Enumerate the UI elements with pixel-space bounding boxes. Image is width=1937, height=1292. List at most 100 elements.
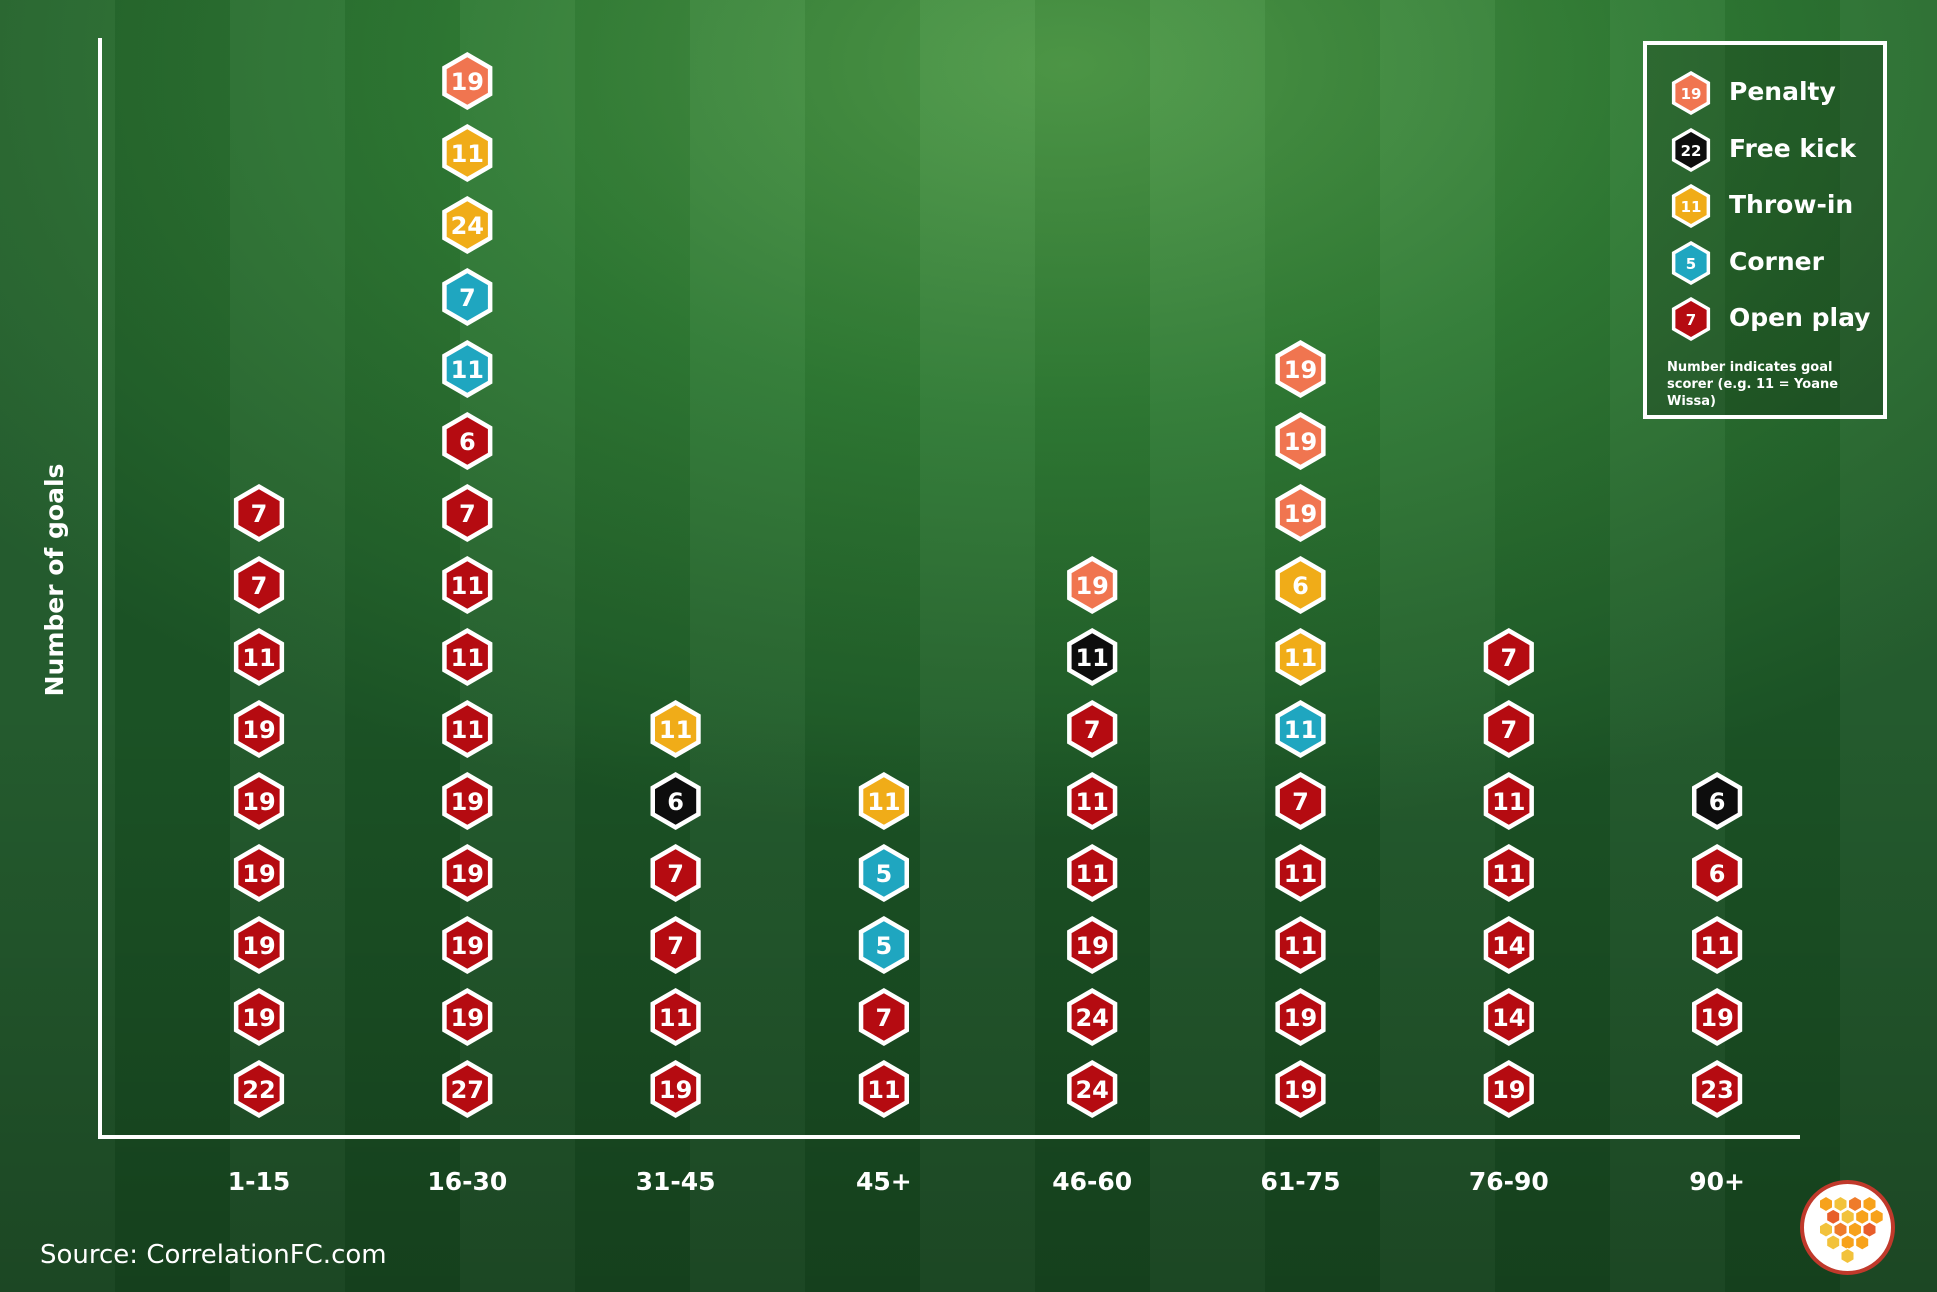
scorer-number: 7	[1292, 788, 1309, 816]
scorer-number: 24	[1075, 1076, 1108, 1104]
hexagon-fill	[446, 921, 488, 969]
scorer-number: 11	[451, 644, 484, 672]
scorer-number: 23	[1700, 1076, 1733, 1104]
goal-marker: 19	[233, 916, 285, 974]
hexagon-fill	[1675, 188, 1707, 224]
hexagon-fill	[655, 705, 697, 753]
scorer-number: 11	[451, 572, 484, 600]
scorer-number: 7	[1500, 716, 1517, 744]
scorer-number: 6	[667, 788, 684, 816]
hexagon-fill	[1279, 705, 1322, 753]
scorer-number: 19	[1284, 356, 1317, 384]
goal-marker: 6	[1692, 772, 1743, 830]
goal-marker: 6	[650, 772, 701, 830]
hexagon-fill	[446, 993, 488, 1041]
scorer-number: 19	[242, 860, 275, 888]
goal-marker: 11	[442, 556, 493, 614]
hexagon-fill	[1696, 777, 1738, 825]
goal-marker: 11	[442, 124, 493, 182]
goal-marker: 11	[650, 700, 701, 758]
goal-marker: 11	[650, 988, 701, 1046]
scorer-number: 19	[242, 932, 275, 960]
goal-marker: 11	[1483, 844, 1534, 902]
x-tick-label: 45+	[856, 1167, 912, 1196]
hexagon-fill	[655, 777, 697, 825]
goal-marker: 11	[1067, 772, 1118, 830]
goal-marker: 19	[233, 844, 285, 902]
scorer-number: 11	[1284, 644, 1317, 672]
goal-marker: 19	[1067, 556, 1118, 614]
scorer-number: 11	[1075, 644, 1108, 672]
scorer-number: 11	[659, 1004, 692, 1032]
scorer-number: 11	[1075, 860, 1108, 888]
logo-cell	[1862, 1195, 1877, 1213]
scorer-number: 11	[867, 788, 900, 816]
goal-marker: 6	[1692, 844, 1743, 902]
scorer-number: 19	[451, 932, 484, 960]
legend: 19 Penalty 22 Free kick 11 Throw-in 5 Corner 7 Op…	[1643, 41, 1887, 419]
goal-marker: 7	[1483, 700, 1534, 758]
logo-cell	[1840, 1208, 1855, 1226]
hexagon-fill	[446, 489, 488, 537]
hexagon-fill	[1071, 705, 1113, 753]
hexagon-fill	[238, 993, 280, 1041]
legend-label: Free kick	[1729, 133, 1857, 163]
scorer-number: 5	[876, 932, 893, 960]
goal-marker: 6	[1275, 556, 1326, 614]
goal-marker: 11	[442, 340, 493, 398]
hexagon-fill	[1279, 921, 1322, 969]
logo-cell	[1826, 1234, 1841, 1251]
hexagon-fill	[863, 1065, 905, 1113]
scorer-number: 22	[1681, 142, 1702, 160]
hexagon-fill	[1696, 993, 1738, 1041]
scorer-number: 11	[1700, 932, 1733, 960]
logo-cell	[1854, 1234, 1870, 1251]
legend-label: Corner	[1729, 246, 1824, 276]
scorer-number: 19	[1075, 932, 1108, 960]
scorer-number: 7	[251, 572, 268, 600]
hexagon-fill	[1488, 1065, 1530, 1113]
scorer-number: 14	[1492, 1004, 1525, 1032]
hexagon-fill	[446, 633, 488, 681]
scorer-number: 14	[1492, 932, 1525, 960]
hexagon-fill	[446, 1065, 488, 1113]
scorer-number: 7	[459, 500, 476, 528]
scorer-number: 7	[667, 860, 684, 888]
x-tick-labels: 1-15 16-30 31-45 45+ 46-60 61-75 76-90 90+	[228, 1167, 1745, 1196]
scorer-number: 19	[242, 788, 275, 816]
goal-marker: 11	[442, 700, 493, 758]
hexagon-fill	[1071, 921, 1113, 969]
hexagon-fill	[238, 921, 280, 969]
hexagon-fill	[863, 777, 905, 825]
scorer-number: 11	[1075, 788, 1108, 816]
logo-cell	[1869, 1208, 1884, 1226]
x-tick-label: 76-90	[1469, 1167, 1549, 1196]
hexagon-fill	[1675, 75, 1707, 111]
scorer-number: 7	[1084, 716, 1101, 744]
goal-marker: 11	[1067, 628, 1118, 686]
logo-cell	[1818, 1221, 1834, 1238]
logo-cell	[1847, 1221, 1863, 1238]
scorer-number: 11	[1681, 198, 1702, 216]
goal-marker: 19	[442, 844, 493, 902]
hexagon-fill	[1488, 921, 1530, 969]
legend-note: Number indicates goal scorer (e.g. 11 = …	[1667, 360, 1839, 409]
hexagon-fill	[446, 57, 488, 105]
goal-marker: 7	[1483, 628, 1534, 686]
goal-marker: 19	[1692, 988, 1743, 1046]
goal-marker: 19	[1275, 412, 1326, 470]
hexagon-fill	[238, 561, 280, 609]
goal-marker: 7	[650, 844, 701, 902]
goal-marker: 11	[442, 628, 493, 686]
scorer-number: 5	[876, 860, 893, 888]
hexagon-fill	[1675, 244, 1707, 281]
scorer-number: 19	[451, 68, 484, 96]
hexagon-fill	[1488, 633, 1530, 681]
goal-marker: 14	[1483, 916, 1534, 974]
goal-marker: 19	[442, 52, 493, 110]
logo-cell	[1833, 1221, 1848, 1238]
legend-swatch-icon: 11	[1671, 184, 1711, 228]
legend-swatch-icon: 5	[1671, 240, 1711, 285]
scorer-number: 11	[451, 140, 484, 168]
